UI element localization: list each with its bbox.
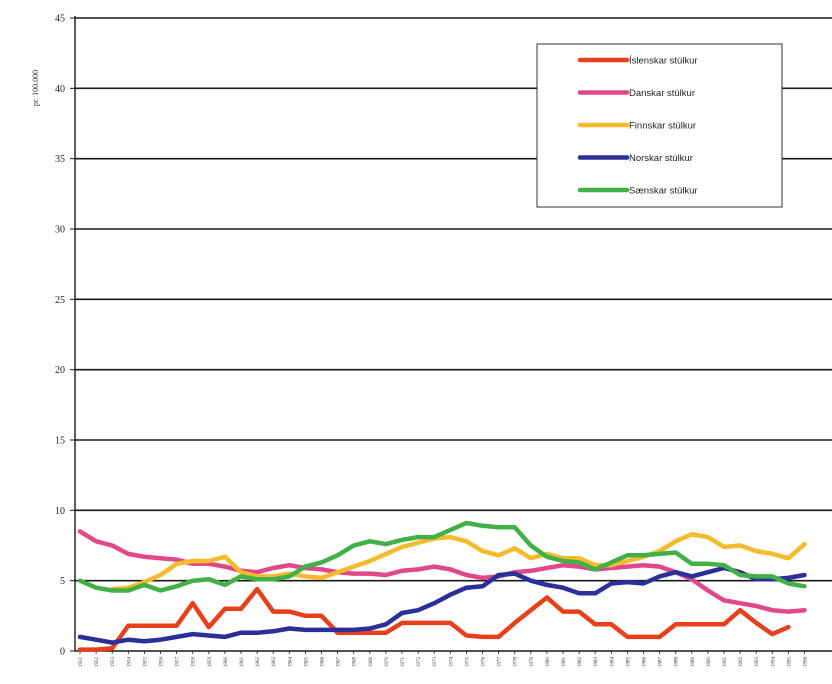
x-tick-label: 1982 (578, 657, 583, 668)
x-tick-label: 1995 (787, 657, 792, 668)
gridlines (75, 17, 832, 582)
y-tick-label: 40 (55, 84, 65, 95)
x-tick-label: 1986 (643, 657, 648, 668)
x-tick-label: 1958 (192, 657, 197, 668)
y-tick-label: 25 (55, 295, 65, 306)
y-tick-label: 15 (55, 436, 65, 447)
y-axis-label: pr. 100.000 (31, 70, 40, 106)
series-line-3 (109, 531, 807, 592)
x-tick-label: 1978 (514, 657, 519, 668)
x-tick-label: 1990 (707, 657, 712, 668)
legend-label: Danskar stúlkur (629, 88, 695, 99)
x-tick-label: 1956 (160, 657, 165, 668)
x-tick-label: 1954 (127, 657, 132, 668)
x-tick-label: 1965 (304, 657, 309, 668)
x-tick-label: 1977 (498, 657, 503, 668)
y-tick-label: 5 (60, 576, 65, 587)
legend-label: Íslenskar stúlkur (629, 56, 698, 67)
x-tick-label: 1963 (272, 657, 277, 668)
x-tick-label: 1957 (176, 657, 181, 668)
x-tick-label: 1973 (433, 657, 438, 668)
x-tick-label: 1991 (723, 657, 728, 668)
x-tick-label: 1953 (111, 657, 116, 668)
x-tick-label: 1984 (610, 657, 615, 668)
x-tick-label: 1993 (755, 657, 760, 668)
y-tick-label: 35 (55, 154, 65, 165)
y-tick-label: 10 (55, 506, 65, 517)
x-tick-label: 1975 (465, 657, 470, 668)
y-tick-label: 30 (55, 225, 65, 236)
x-tick-label: 1992 (739, 657, 744, 668)
x-tick-label: 1964 (288, 657, 293, 668)
x-tick-label: 1974 (449, 657, 454, 668)
x-tick-labels: 1951 1952 1953 1954 1955 1956 1957 1958 1959 1960… (79, 657, 809, 668)
series-lines (77, 520, 807, 652)
x-tick-label: 1980 (546, 657, 551, 668)
x-tick-label: 1983 (594, 657, 599, 668)
x-tick-label: 1976 (482, 657, 487, 668)
y-tick-labels: 0 5 10 15 20 25 30 35 40 45 (55, 14, 65, 658)
y-tick-label: 20 (55, 365, 65, 376)
x-tick-label: 1979 (530, 657, 535, 668)
y-tick-label: 0 (60, 647, 65, 658)
x-tick-label: 1951 (79, 657, 84, 668)
x-tick-label: 1994 (771, 657, 776, 668)
x-tick-label: 1967 (337, 657, 342, 668)
x-tick-label: 1952 (95, 657, 100, 668)
x-tick-label: 1955 (143, 657, 148, 668)
y-tick-label: 45 (55, 14, 65, 25)
x-tick-label: 1969 (369, 657, 374, 668)
x-tick-label: 1987 (659, 657, 664, 668)
x-tick-label: 1962 (256, 657, 261, 668)
x-tick-label: 1961 (240, 657, 245, 668)
legend-label: Norskar stúlkur (629, 153, 693, 164)
x-tick-label: 1981 (562, 657, 567, 668)
axes (70, 16, 832, 654)
x-tick-label: 1989 (691, 657, 696, 668)
x-tick-label: 1988 (675, 657, 680, 668)
legend-label: Sænskar stúlkur (629, 186, 698, 197)
series-line-4 (77, 565, 807, 645)
x-tick-label: 1970 (385, 657, 390, 668)
x-tick-label: 1959 (208, 657, 213, 668)
x-tick-label: 1985 (626, 657, 631, 668)
series-line-1 (77, 586, 791, 652)
x-tick-label: 1996 (804, 657, 809, 668)
x-tick-label: 1971 (401, 657, 406, 668)
legend: Íslenskar stúlkur Danskar stúlkur Finnskar… (536, 43, 783, 208)
legend-label: Finnskar stúlkur (629, 121, 696, 132)
x-tick-label: 1960 (224, 657, 229, 668)
x-tick-label: 1972 (417, 657, 422, 668)
x-tick-label: 1968 (353, 657, 358, 668)
series-line-5 (77, 520, 807, 593)
x-tick-label: 1966 (321, 657, 326, 668)
